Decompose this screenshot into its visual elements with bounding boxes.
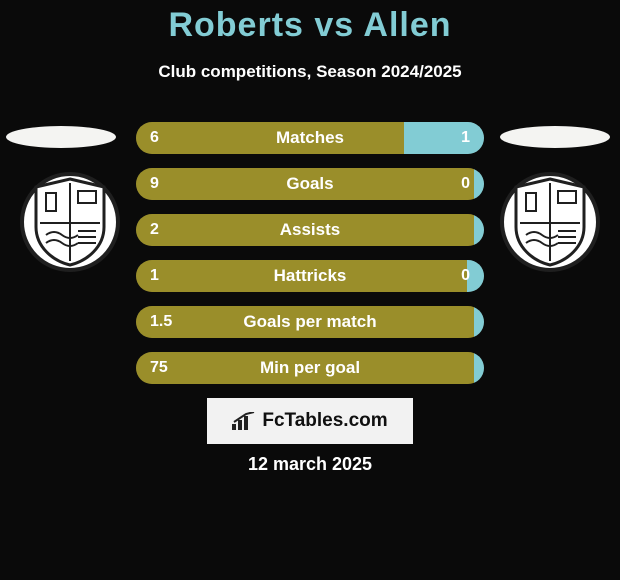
player-right-name: Allen [363, 6, 451, 44]
shield-icon [32, 177, 108, 267]
club-crest-left [20, 172, 120, 272]
page-title: Roberts vs Allen [0, 6, 620, 45]
stat-row: 75Min per goal [136, 352, 484, 384]
player-left-avatar-slot [6, 126, 116, 148]
stats-rows: 61Matches 90Goals 2Assists 10Hattricks 1.5Go… [136, 122, 484, 398]
brand-text: FcTables.com [262, 410, 387, 432]
stat-row: 10Hattricks [136, 260, 484, 292]
vs-separator: vs [304, 6, 363, 44]
club-crest-right [500, 172, 600, 272]
player-right-avatar-slot [500, 126, 610, 148]
stat-metric-label: Hattricks [136, 260, 484, 292]
stat-row: 1.5Goals per match [136, 306, 484, 338]
shield-icon [512, 177, 588, 267]
stat-metric-label: Matches [136, 122, 484, 154]
stat-metric-label: Goals per match [136, 306, 484, 338]
brand-badge: FcTables.com [207, 398, 413, 444]
brand-logo-icon [232, 412, 256, 430]
stat-row: 2Assists [136, 214, 484, 246]
stat-metric-label: Assists [136, 214, 484, 246]
stat-metric-label: Min per goal [136, 352, 484, 384]
player-left-name: Roberts [168, 6, 303, 44]
stat-metric-label: Goals [136, 168, 484, 200]
stat-row: 61Matches [136, 122, 484, 154]
subtitle: Club competitions, Season 2024/2025 [0, 62, 620, 82]
date-text: 12 march 2025 [0, 454, 620, 475]
comparison-card: Roberts vs Allen Club competitions, Seas… [0, 0, 620, 580]
stat-row: 90Goals [136, 168, 484, 200]
